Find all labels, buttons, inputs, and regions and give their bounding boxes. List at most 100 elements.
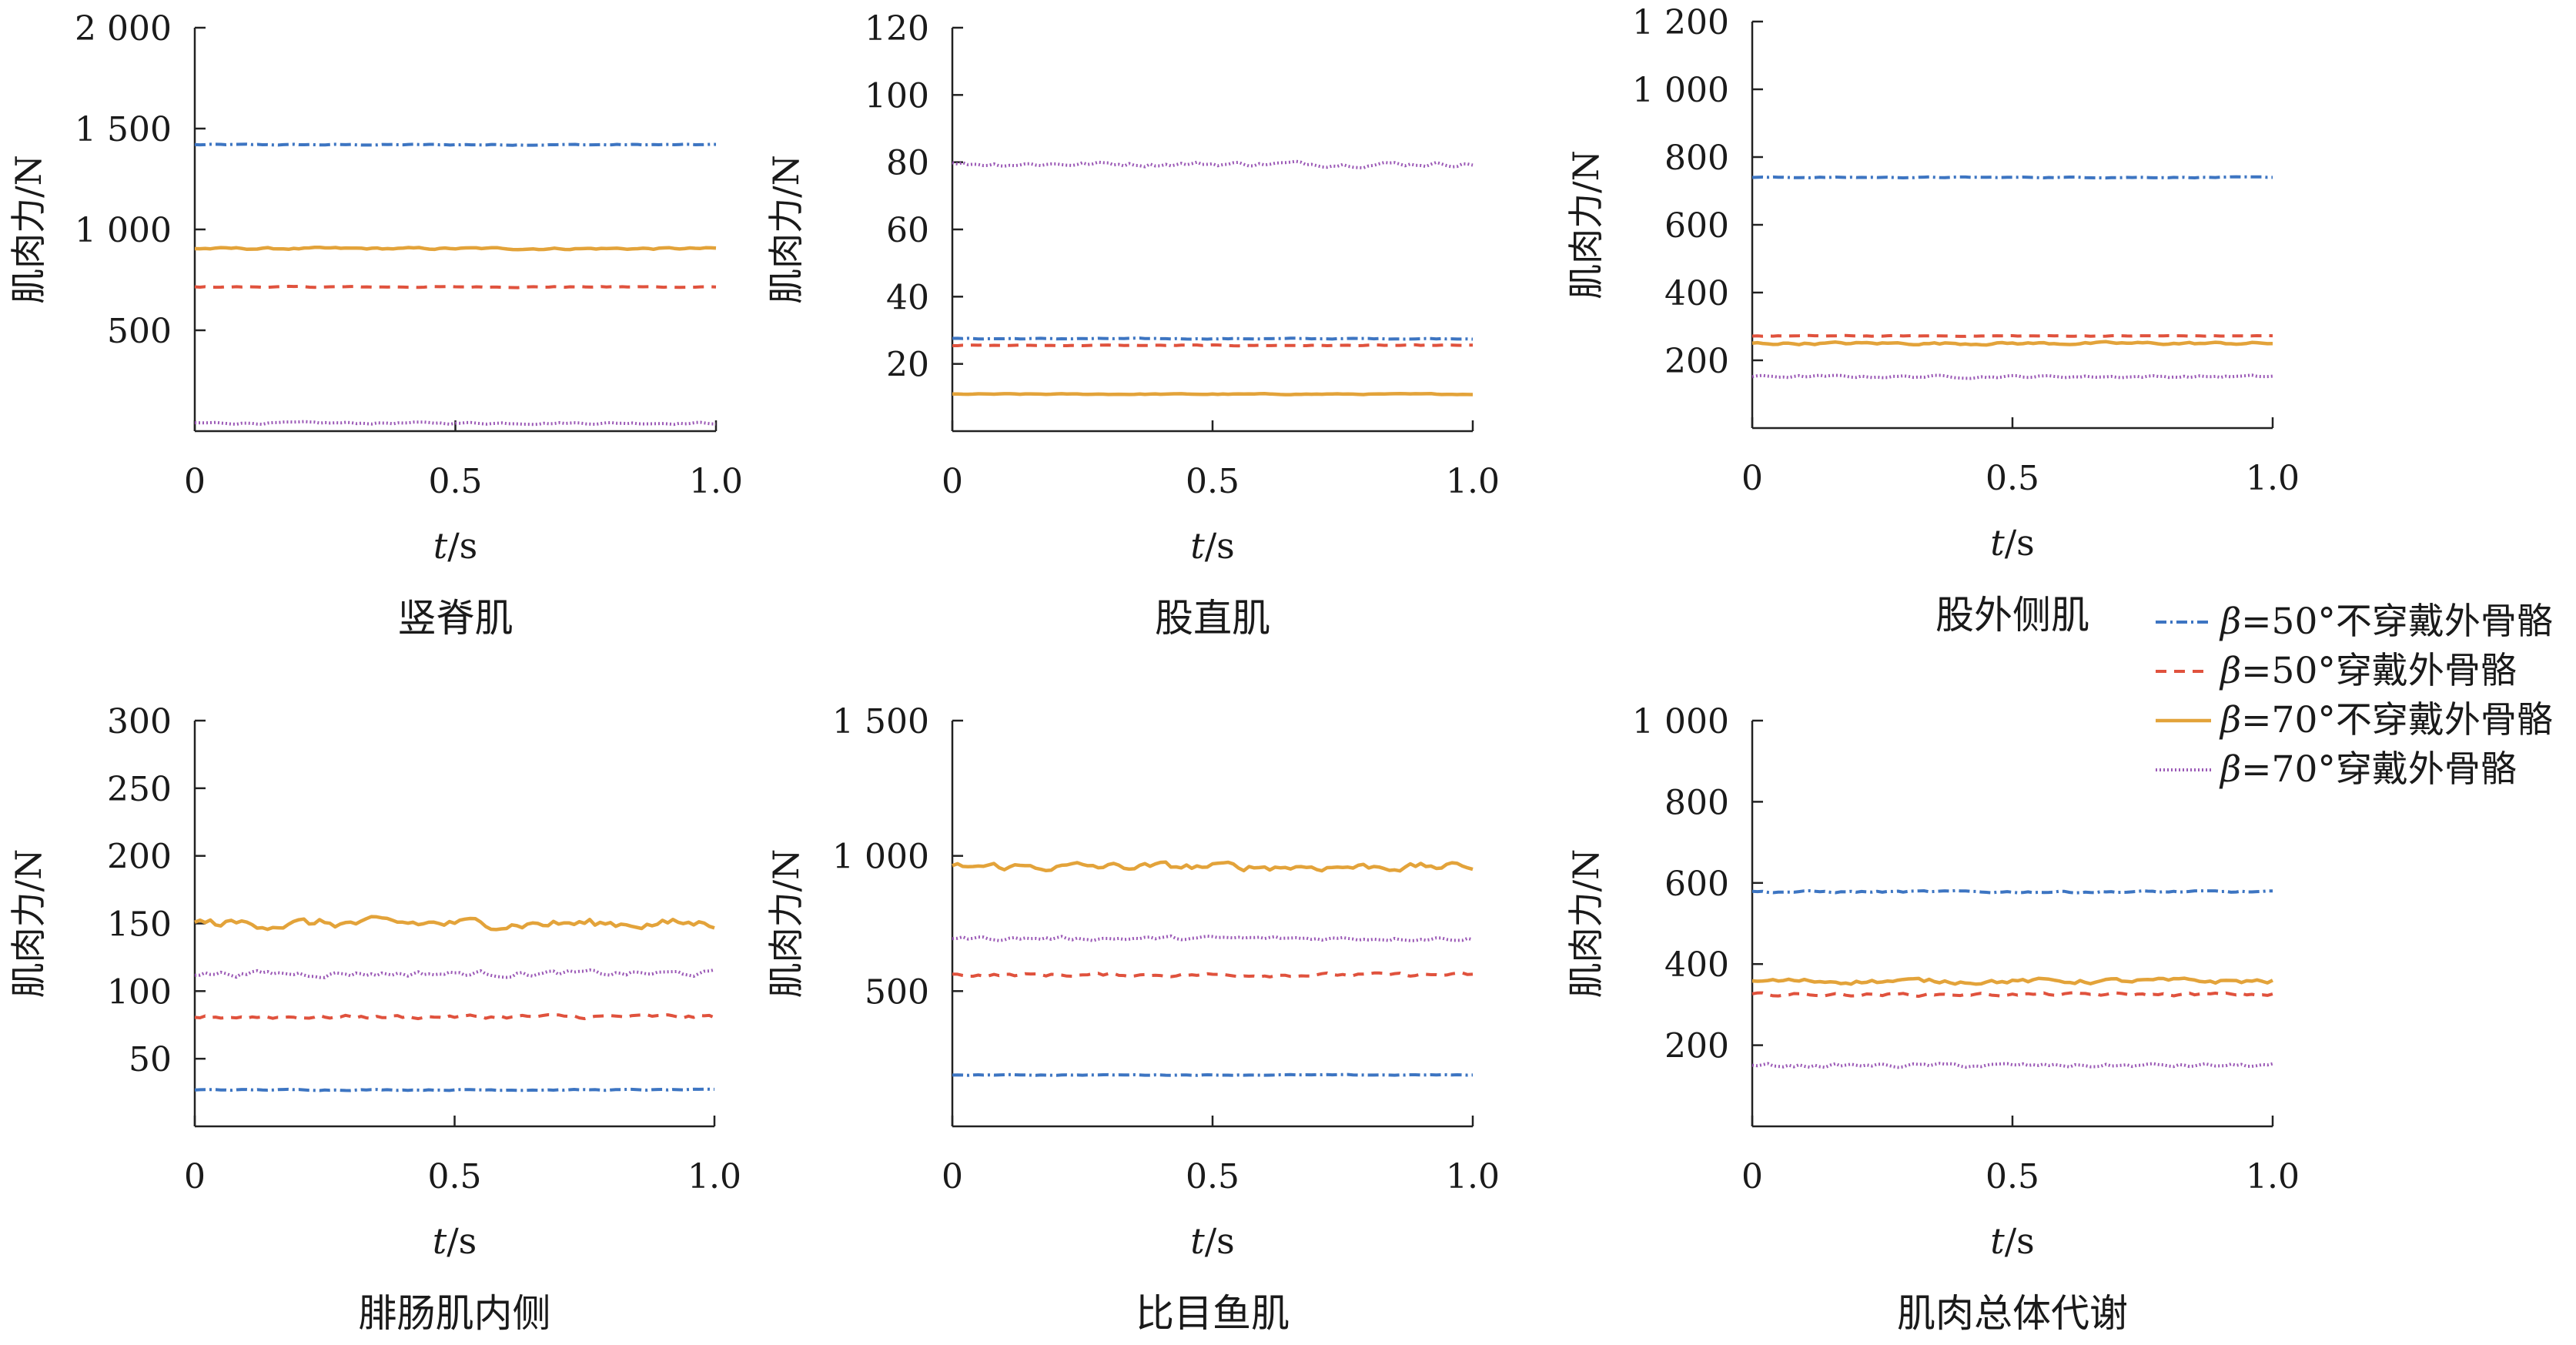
x-axis-variable: t [433,1220,447,1262]
series-line-1 [194,142,717,147]
y-axis-label: 肌肉力/N [765,849,807,999]
legend-swatch-dotted [2156,768,2211,771]
y-axis-label: 肌肉力/N [1565,150,1607,299]
y-tick-label: 300 [107,702,172,741]
series-line-4 [194,968,715,979]
legend-text: =70°穿戴外骨骼 [2241,748,2517,791]
y-tick-label: 60 [886,211,929,250]
series-line-2 [194,284,717,289]
y-tick-label: 500 [107,312,172,351]
x-axis-variable: t [1990,522,2005,564]
x-tick-label: 0.5 [428,1157,482,1196]
series-line-2 [194,1013,715,1021]
x-tick-label: 0 [942,1157,963,1196]
legend-label: β=50°穿戴外骨骼 [2220,647,2517,696]
x-tick-label: 1.0 [2246,1157,2300,1196]
beta-symbol: β [2220,748,2242,791]
y-tick-label: 80 [886,144,929,183]
series-line-2 [952,971,1474,979]
series-line-1 [952,1072,1474,1077]
x-tick-label: 1.0 [2246,459,2300,498]
x-tick-label: 0 [184,462,206,501]
legend-text: =50°穿戴外骨骼 [2241,650,2517,692]
y-axis-label: 肌肉力/N [765,155,807,304]
y-tick-label: 20 [886,346,929,385]
x-axis-label: t/s [433,525,478,567]
y-tick-label: 50 [129,1040,172,1079]
x-tick-label: 1.0 [1446,1157,1500,1196]
y-tick-label: 40 [886,278,929,317]
legend-item-70-no-exo: β=70°不穿戴外骨骼 [2156,696,2571,745]
y-tick-label: 120 [865,9,929,49]
y-tick-label: 500 [865,972,929,1012]
series-line-4 [1751,1062,2273,1069]
y-axis-label: 肌肉力/N [8,155,49,304]
legend-swatch-dashed [2156,670,2211,673]
x-axis-unit: /s [1205,525,1235,567]
panel-title: 竖脊肌 [398,596,514,641]
panel-title: 股外侧肌 [1935,593,2089,637]
series-line-1 [1751,888,2273,895]
legend-item-50-exo: β=50°穿戴外骨骼 [2156,647,2571,696]
x-tick-label: 0.5 [1186,1157,1239,1196]
y-tick-label: 400 [1664,945,1729,985]
y-tick-label: 1 500 [75,110,172,149]
y-tick-label: 800 [1664,139,1729,178]
x-tick-label: 1.0 [687,1157,741,1196]
y-tick-label: 200 [1664,1027,1729,1066]
x-axis-unit: /s [1205,1220,1235,1262]
y-tick-label: 100 [865,76,929,115]
x-tick-label: 0 [1741,459,1763,498]
legend-swatch-solid [2156,718,2211,723]
y-tick-label: 1 000 [75,211,172,250]
series-line-1 [952,336,1474,341]
y-tick-label: 1 500 [832,702,929,741]
series-line-3 [194,915,715,932]
series-line-2 [952,343,1473,348]
series-line-3 [194,246,717,252]
series-line-1 [1751,175,2273,180]
y-tick-label: 200 [107,838,172,877]
series-line-4 [952,159,1474,169]
y-tick-label: 1 000 [1632,71,1729,110]
x-axis-variable: t [1190,1220,1205,1262]
legend-item-50-no-exo: β=50°不穿戴外骨骼 [2156,597,2571,647]
legend-item-70-exo: β=70°穿戴外骨骼 [2156,745,2571,795]
x-axis-unit: /s [447,1220,477,1262]
legend-text: =70°不穿戴外骨骼 [2241,699,2553,741]
x-tick-label: 0.5 [1186,462,1239,501]
series-line-4 [952,934,1474,942]
legend-text: =50°不穿戴外骨骼 [2241,601,2553,643]
series-line-3 [1751,976,2274,986]
legend-label: β=70°不穿戴外骨骼 [2220,696,2553,745]
series-line-1 [194,1087,715,1092]
x-axis-variable: t [433,525,448,567]
x-tick-label: 0 [184,1157,206,1196]
x-tick-label: 0 [942,462,963,501]
y-tick-label: 100 [107,972,172,1012]
series-line-3 [952,860,1474,873]
legend-swatch-dashdot [2156,621,2211,624]
x-axis-label: t/s [433,1220,477,1262]
x-tick-label: 1.0 [689,462,743,501]
y-tick-label: 1 000 [832,838,929,877]
y-tick-label: 600 [1664,865,1729,904]
series-line-4 [1751,373,2273,380]
y-tick-label: 250 [107,770,172,809]
beta-symbol: β [2220,601,2242,643]
beta-symbol: β [2220,650,2242,692]
x-axis-variable: t [1190,525,1205,567]
y-tick-label: 200 [1664,342,1729,381]
x-tick-label: 0 [1741,1157,1763,1196]
y-tick-label: 2 000 [75,9,172,49]
y-tick-label: 600 [1664,206,1729,246]
legend: β=50°不穿戴外骨骼 β=50°穿戴外骨骼 β=70°不穿戴外骨骼 β=70°… [2156,597,2571,795]
x-axis-label: t/s [1990,522,2035,564]
y-axis-label: 肌肉力/N [1565,849,1607,999]
panel-title: 腓肠肌内侧 [359,1291,551,1336]
x-axis-unit: /s [2005,1220,2035,1262]
x-tick-label: 1.0 [1446,462,1500,501]
y-tick-label: 150 [107,905,172,945]
x-axis-label: t/s [1990,1220,2035,1262]
